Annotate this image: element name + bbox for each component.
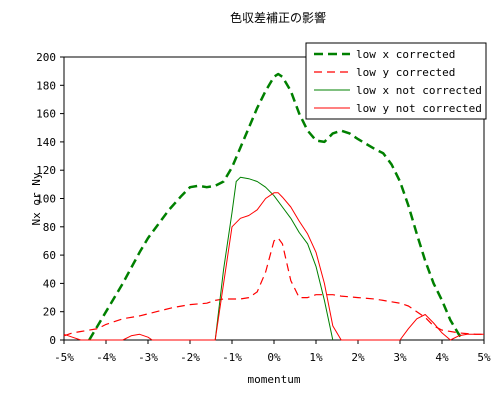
legend-label: low x corrected [356,48,455,61]
x-tick-label: -1% [222,351,242,364]
x-tick-label: 1% [309,351,323,364]
x-tick-label: 5% [477,351,491,364]
y-tick-label: 200 [36,51,56,64]
series-lines [63,72,484,341]
x-tick-label: -4% [96,351,116,364]
y-tick-label: 40 [43,277,56,290]
series-line-3 [214,176,334,341]
y-tick-label: 100 [36,193,56,206]
y-tick-label: 140 [36,136,56,149]
series-line-4 [63,192,484,341]
y-tick-label: 80 [43,221,56,234]
series-line-1 [88,72,465,341]
x-axis-title: momentum [248,373,301,386]
axes: 0 20 40 60 80 100 120 140 160 180 200 -5% -4% -3% -2% -… [36,51,491,364]
x-tick-label: 2% [351,351,365,364]
y-tick-label: 180 [36,79,56,92]
chart-title: 色収差補正の影響 [230,10,326,25]
x-tick-label: -2% [180,351,200,364]
y-tick-label: 20 [43,306,56,319]
y-tick-label: 0 [49,334,56,347]
x-tick-label: 4% [435,351,449,364]
y-tick-label: 120 [36,164,56,177]
y-axis-title: Nx or Ny [30,172,43,225]
x-tick-label: -5% [54,351,74,364]
y-tick-label: 160 [36,108,56,121]
x-tick-label: 3% [393,351,407,364]
legend-label: low x not corrected [356,84,482,97]
x-tick-label: -3% [138,351,158,364]
y-tick-label: 60 [43,249,56,262]
series-line-2 [63,237,484,337]
legend-label: low y not corrected [356,102,482,115]
legend-label: low y corrected [356,66,455,79]
x-tick-label: 0% [267,351,281,364]
legend-box [305,42,487,120]
legend: low x corrected low y corrected low x not … [305,42,487,120]
